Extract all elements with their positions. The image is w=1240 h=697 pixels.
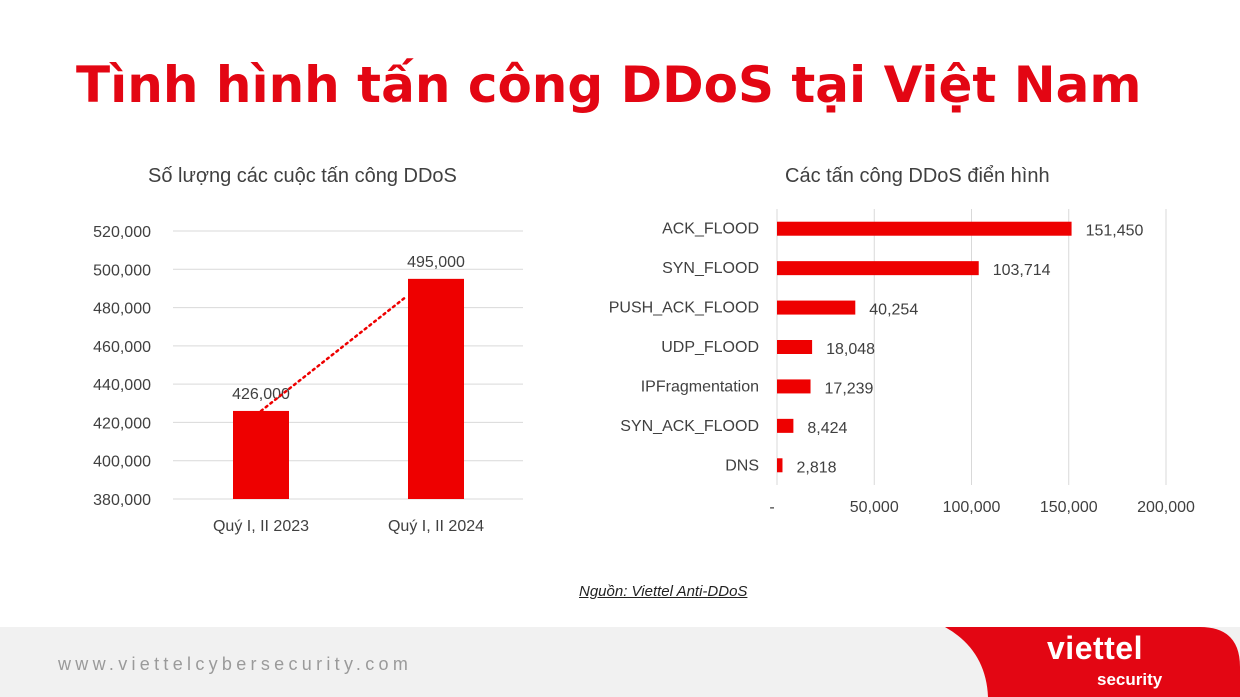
y-tick-label: SYN_FLOOD <box>662 260 759 277</box>
slide-title: Tình hình tấn công DDoS tại Việt Nam <box>76 56 1142 114</box>
bar <box>233 410 289 499</box>
x-tick-label: Quý I, II 2023 <box>213 518 309 535</box>
y-tick-label: 500,000 <box>93 262 151 279</box>
x-tick-label: 200,000 <box>1137 499 1195 516</box>
y-tick-label: DNS <box>725 457 759 474</box>
website-link[interactable]: www.viettelcybersecurity.com <box>58 654 413 674</box>
trendline <box>259 295 408 413</box>
data-label: 8,424 <box>807 420 847 437</box>
y-tick-label: 520,000 <box>93 224 151 241</box>
bar <box>777 379 811 394</box>
data-label: 2,818 <box>796 459 836 476</box>
footer: www.viettelcybersecurity.com <box>0 627 1240 697</box>
data-label: 495,000 <box>407 254 465 271</box>
left-bar-chart: 380,000 400,000 420,000 440,000 460,000 480,0… <box>93 224 523 535</box>
bar <box>777 340 813 354</box>
y-tick-label: 380,000 <box>93 492 151 509</box>
right-bar-chart: - 50,000 100,000 150,000 200,000 ACK_FLOOD 151… <box>609 209 1195 516</box>
bar <box>777 261 979 276</box>
x-tick-label: 50,000 <box>850 499 899 516</box>
y-tick-label: 480,000 <box>93 301 151 318</box>
x-tick-label: 150,000 <box>1040 499 1098 516</box>
y-tick-label: IPFragmentation <box>641 378 759 395</box>
source-note: Nguồn: Viettel Anti-DDoS <box>579 583 748 600</box>
y-tick-label: UDP_FLOOD <box>661 339 759 356</box>
data-label: 151,450 <box>1086 223 1144 240</box>
data-label: 18,048 <box>826 341 875 358</box>
bar <box>777 300 856 315</box>
left-chart-title: Số lượng các cuộc tấn công DDoS <box>148 165 457 187</box>
x-tick-label: Quý I, II 2024 <box>388 518 484 535</box>
y-tick-label: 400,000 <box>93 454 151 471</box>
x-tick-label: - <box>769 499 774 516</box>
bar <box>777 458 783 473</box>
y-tick-label: ACK_FLOOD <box>662 221 759 238</box>
data-label: 17,239 <box>825 380 874 397</box>
y-tick-label: 440,000 <box>93 377 151 394</box>
y-tick-label: PUSH_ACK_FLOOD <box>609 300 759 317</box>
bar <box>777 418 794 433</box>
bar <box>408 278 464 499</box>
x-tick-label: 100,000 <box>943 499 1001 516</box>
y-tick-label: 460,000 <box>93 339 151 356</box>
y-tick-label: 420,000 <box>93 415 151 432</box>
y-tick-label: SYN_ACK_FLOOD <box>620 418 759 435</box>
right-chart-title: Các tấn công DDoS điển hình <box>785 165 1050 187</box>
data-label: 40,254 <box>869 302 918 319</box>
data-label: 103,714 <box>993 262 1051 279</box>
bar <box>777 221 1072 236</box>
